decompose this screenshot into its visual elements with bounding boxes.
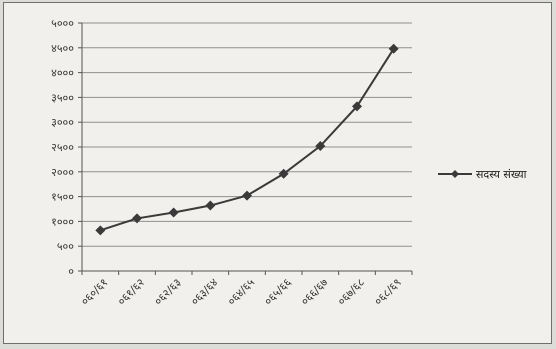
x-axis: ०६०/६१ ०६१/६२ ०६२/६३ ०६३/६४ ०६४/६५ ०६५/६६ ०६६/…: [78, 270, 413, 308]
legend-marker-diamond: [451, 170, 459, 178]
data-point: [352, 101, 362, 112]
line-chart: ० ५०० १००० १५०० २००० २५०० ३००० ३५०० ४००० ४५०० ५०००…: [51, 17, 527, 308]
gridlines: [82, 22, 412, 272]
data-point: [205, 200, 216, 211]
y-tick-label: ४५००: [51, 42, 74, 55]
data-point: [388, 43, 399, 54]
data-point: [278, 168, 289, 179]
y-tick-label: ५०००: [51, 17, 74, 30]
data-point: [242, 190, 252, 201]
x-tick-label: ०६१/६२: [115, 276, 147, 308]
x-tick-label: ०६५/६६: [262, 276, 294, 308]
legend-label: सदस्य संख्या: [476, 168, 527, 181]
data-point: [132, 213, 142, 224]
y-tick-label: १०००: [51, 215, 74, 228]
y-tick-label: १५००: [51, 191, 74, 204]
chart-frame: ० ५०० १००० १५०० २००० २५०० ३००० ३५०० ४००० ४५०० ५०००…: [3, 2, 552, 344]
x-tick-label: ०६८/६९: [372, 276, 404, 308]
legend: सदस्य संख्या: [438, 168, 527, 181]
y-tick-label: ३५००: [51, 91, 74, 104]
x-tick-label: ०६३/६४: [188, 276, 220, 308]
y-tick-label: ३०००: [51, 116, 74, 129]
y-tick-label: २०००: [51, 166, 74, 179]
series-group: [95, 43, 399, 236]
y-tick-label: २५००: [51, 141, 74, 154]
x-tick-label: ०६७/६८: [335, 276, 367, 308]
x-tick-label: ०६२/६३: [152, 276, 184, 308]
data-point: [315, 141, 326, 152]
series-line: [100, 48, 395, 232]
y-tick-label: ५००: [57, 240, 74, 253]
x-tick-label: ०६०/६१: [78, 276, 110, 308]
y-tick-label: ०: [68, 265, 74, 278]
x-tick-label: ०६४/६५: [225, 276, 257, 308]
x-tick-label: ०६६/६७: [298, 276, 330, 308]
data-point: [95, 225, 106, 236]
data-point: [168, 207, 179, 218]
y-axis: ० ५०० १००० १५०० २००० २५०० ३००० ३५०० ४००० ४५०० ५०००: [51, 17, 83, 278]
y-tick-label: ४०००: [51, 67, 74, 80]
